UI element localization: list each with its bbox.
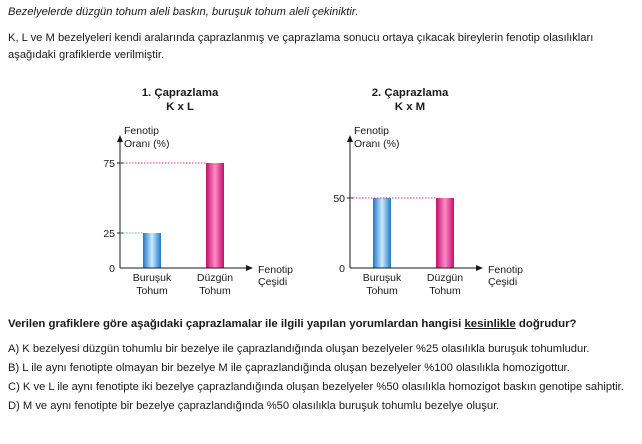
chart-title: 2. Çaprazlama [372,87,449,99]
y-axis-label-line2: Oranı (%) [124,138,170,150]
question-after: doğrudur? [515,318,577,330]
bar-1 [143,233,161,268]
intro-text: Bezelyelerde düzgün tohum aleli baskın, … [8,6,359,18]
chart-subtitle: K x M [395,101,425,113]
x-axis-label-line2: Çeşidi [488,276,517,288]
x-axis-label-line1: Fenotip [488,264,523,276]
answer-options: A) K bezelyesi düzgün tohumlu bir bezely… [8,340,642,416]
category-label-1-line1: Buruşuk [133,272,172,284]
chart-cross-2-svg: 2. Çaprazlama K x M Fenotip Oranı (%) Fe… [333,87,523,297]
category-label-1-line1: Buruşuk [363,272,402,284]
x-axis-label-line1: Fenotip [258,264,293,276]
chart-cross-2: 2. Çaprazlama K x M Fenotip Oranı (%) Fe… [320,84,620,299]
option-d[interactable]: D) M ve aynı fenotipte bir bezelye çapra… [8,400,500,412]
option-a[interactable]: A) K bezelyesi düzgün tohumlu bir bezely… [8,343,590,355]
chart-cross-1: 1. Çaprazlama K x L Fenotip Oranı (%) Fe… [90,84,390,299]
question-highlight: kesinlikle [464,318,516,330]
y-axis-label-line2: Oranı (%) [354,138,400,150]
y-tick-label-0: 0 [109,263,115,275]
chart-title: 1. Çaprazlama [142,87,219,99]
option-c[interactable]: C) K ve L ile aynı fenotipte iki bezelye… [8,381,624,393]
bar-2 [206,163,224,268]
category-label-2-line2: Tohum [429,285,461,297]
bar-1 [373,198,391,268]
category-label-2-line2: Tohum [199,285,231,297]
y-axis-label-line1: Fenotip [124,125,159,137]
question-before: Verilen grafiklere göre aşağıdaki çapraz… [8,318,465,330]
bar-2 [436,198,454,268]
x-axis-label-line2: Çeşidi [258,276,287,288]
y-tick-label-25: 25 [103,228,115,240]
chart-subtitle: K x L [166,101,194,113]
category-label-1-line2: Tohum [366,285,398,297]
y-tick-label-50: 50 [333,193,345,205]
y-axis-label-line1: Fenotip [354,125,389,137]
category-label-1-line2: Tohum [136,285,168,297]
y-tick-label-75: 75 [103,158,115,170]
description-text: K, L ve M bezelyeleri kendi aralarında ç… [8,32,594,61]
option-b[interactable]: B) L ile aynı fenotipte olmayan bir beze… [8,362,570,374]
question-text: Verilen grafiklere göre aşağıdaki çapraz… [8,316,638,332]
category-label-2-line1: Düzgün [197,272,233,284]
y-tick-label-0: 0 [339,263,345,275]
category-label-2-line1: Düzgün [427,272,463,284]
chart-cross-1-svg: 1. Çaprazlama K x L Fenotip Oranı (%) Fe… [103,87,293,297]
